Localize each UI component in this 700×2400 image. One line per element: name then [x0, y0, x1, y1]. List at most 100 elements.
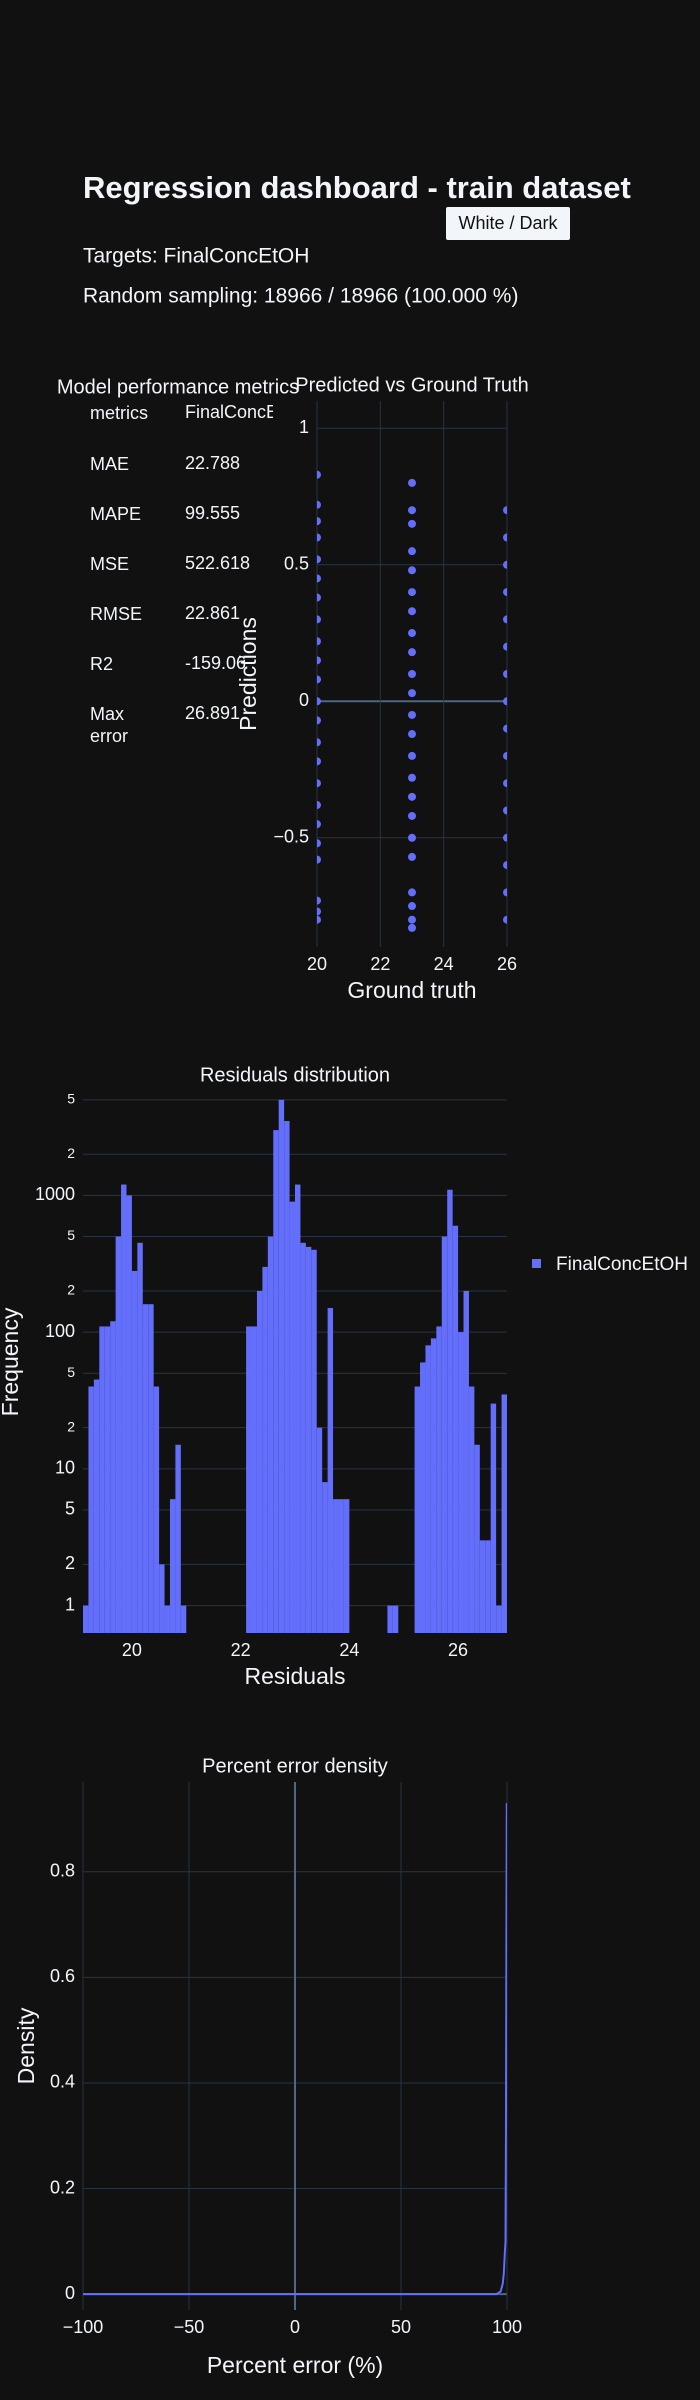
- point: [408, 588, 416, 597]
- point: [317, 593, 321, 602]
- y-tick-label: 0.8: [50, 1861, 75, 1881]
- point: [503, 588, 507, 597]
- point: [503, 888, 507, 897]
- bar: [110, 1321, 116, 1633]
- bar: [159, 1564, 165, 1633]
- point: [408, 792, 416, 801]
- bar: [414, 1386, 421, 1633]
- point: [503, 506, 507, 515]
- metric-name: MSE: [90, 554, 130, 574]
- point: [317, 839, 321, 848]
- y-tick-label: 2: [67, 1282, 75, 1298]
- y-tick-label: 0.5: [284, 554, 309, 574]
- metric-value: 99.555: [185, 503, 241, 523]
- point: [408, 888, 416, 897]
- y-tick-label: 5: [65, 1499, 75, 1519]
- bar: [474, 1444, 480, 1633]
- bar: [131, 1270, 138, 1633]
- bar: [441, 1236, 448, 1633]
- bar: [115, 1236, 122, 1633]
- x-tick-label: 20: [122, 1640, 142, 1660]
- bar: [267, 1236, 274, 1633]
- point: [317, 675, 321, 684]
- bar: [458, 1332, 464, 1633]
- bar: [256, 1290, 263, 1633]
- point: [503, 751, 507, 760]
- point: [503, 724, 507, 733]
- dashboard-title: Regression dashboard - train dataset: [83, 170, 631, 205]
- bar: [420, 1362, 426, 1633]
- bar: [99, 1326, 105, 1633]
- x-tick-label: 24: [434, 954, 454, 974]
- y-tick-label: 5: [67, 1091, 75, 1107]
- point: [503, 861, 507, 870]
- y-tick-label: 2: [67, 1145, 75, 1161]
- metric-value: 26.891: [185, 703, 241, 723]
- y-tick-label: 5: [67, 1364, 75, 1380]
- bar: [490, 1403, 497, 1633]
- bar: [142, 1304, 149, 1633]
- bar: [305, 1246, 312, 1633]
- bar: [322, 1482, 328, 1633]
- theme-toggle[interactable]: White / Dark: [446, 207, 570, 240]
- y-axis-label: Density: [13, 2007, 39, 2084]
- point: [408, 923, 416, 932]
- bar: [104, 1326, 111, 1633]
- bar: [93, 1379, 100, 1633]
- bar: [180, 1605, 187, 1633]
- column-header: FinalConcE: [185, 402, 273, 422]
- point: [317, 500, 321, 509]
- point: [408, 915, 416, 924]
- point: [317, 738, 321, 747]
- x-tick-label: 0: [290, 2317, 300, 2337]
- point: [503, 533, 507, 542]
- plot-area: [83, 1099, 507, 1633]
- point: [503, 560, 507, 569]
- point: [408, 710, 416, 719]
- point: [408, 547, 416, 556]
- metric-value: 22.861: [185, 603, 241, 623]
- bar: [83, 1605, 89, 1633]
- bar: [175, 1444, 181, 1633]
- metric-name: MAPE: [90, 504, 142, 524]
- point: [503, 779, 507, 788]
- bar: [88, 1386, 94, 1633]
- point: [317, 855, 321, 864]
- bar: [501, 1394, 507, 1633]
- bar: [316, 1427, 323, 1633]
- point: [317, 779, 321, 788]
- bar: [452, 1225, 459, 1633]
- point: [503, 642, 507, 651]
- point: [317, 716, 321, 725]
- point: [317, 615, 321, 624]
- point: [317, 820, 321, 829]
- bar: [137, 1242, 143, 1633]
- bar: [284, 1120, 290, 1633]
- y-tick-label: 1000: [35, 1184, 75, 1204]
- point: [408, 506, 416, 515]
- x-tick-label: 50: [391, 2317, 411, 2337]
- y-tick-label: 2: [67, 1418, 75, 1434]
- point: [317, 757, 321, 766]
- bar: [311, 1249, 317, 1633]
- bar: [485, 1540, 491, 1633]
- y-tick-label: 1: [299, 417, 309, 437]
- bar: [343, 1499, 350, 1633]
- bar: [463, 1290, 469, 1633]
- bar: [327, 1308, 334, 1633]
- point: [408, 607, 416, 616]
- chart-title: Percent error density: [202, 1755, 388, 1777]
- point: [408, 902, 416, 911]
- point: [317, 517, 321, 526]
- point: [408, 689, 416, 698]
- point: [408, 566, 416, 575]
- x-tick-label: 22: [231, 1640, 251, 1660]
- metric-value: -159.06: [185, 653, 247, 673]
- point: [503, 915, 507, 924]
- point: [317, 697, 321, 706]
- point: [408, 751, 416, 760]
- plot-area: [83, 1803, 507, 2296]
- y-tick-label: 0: [299, 690, 309, 710]
